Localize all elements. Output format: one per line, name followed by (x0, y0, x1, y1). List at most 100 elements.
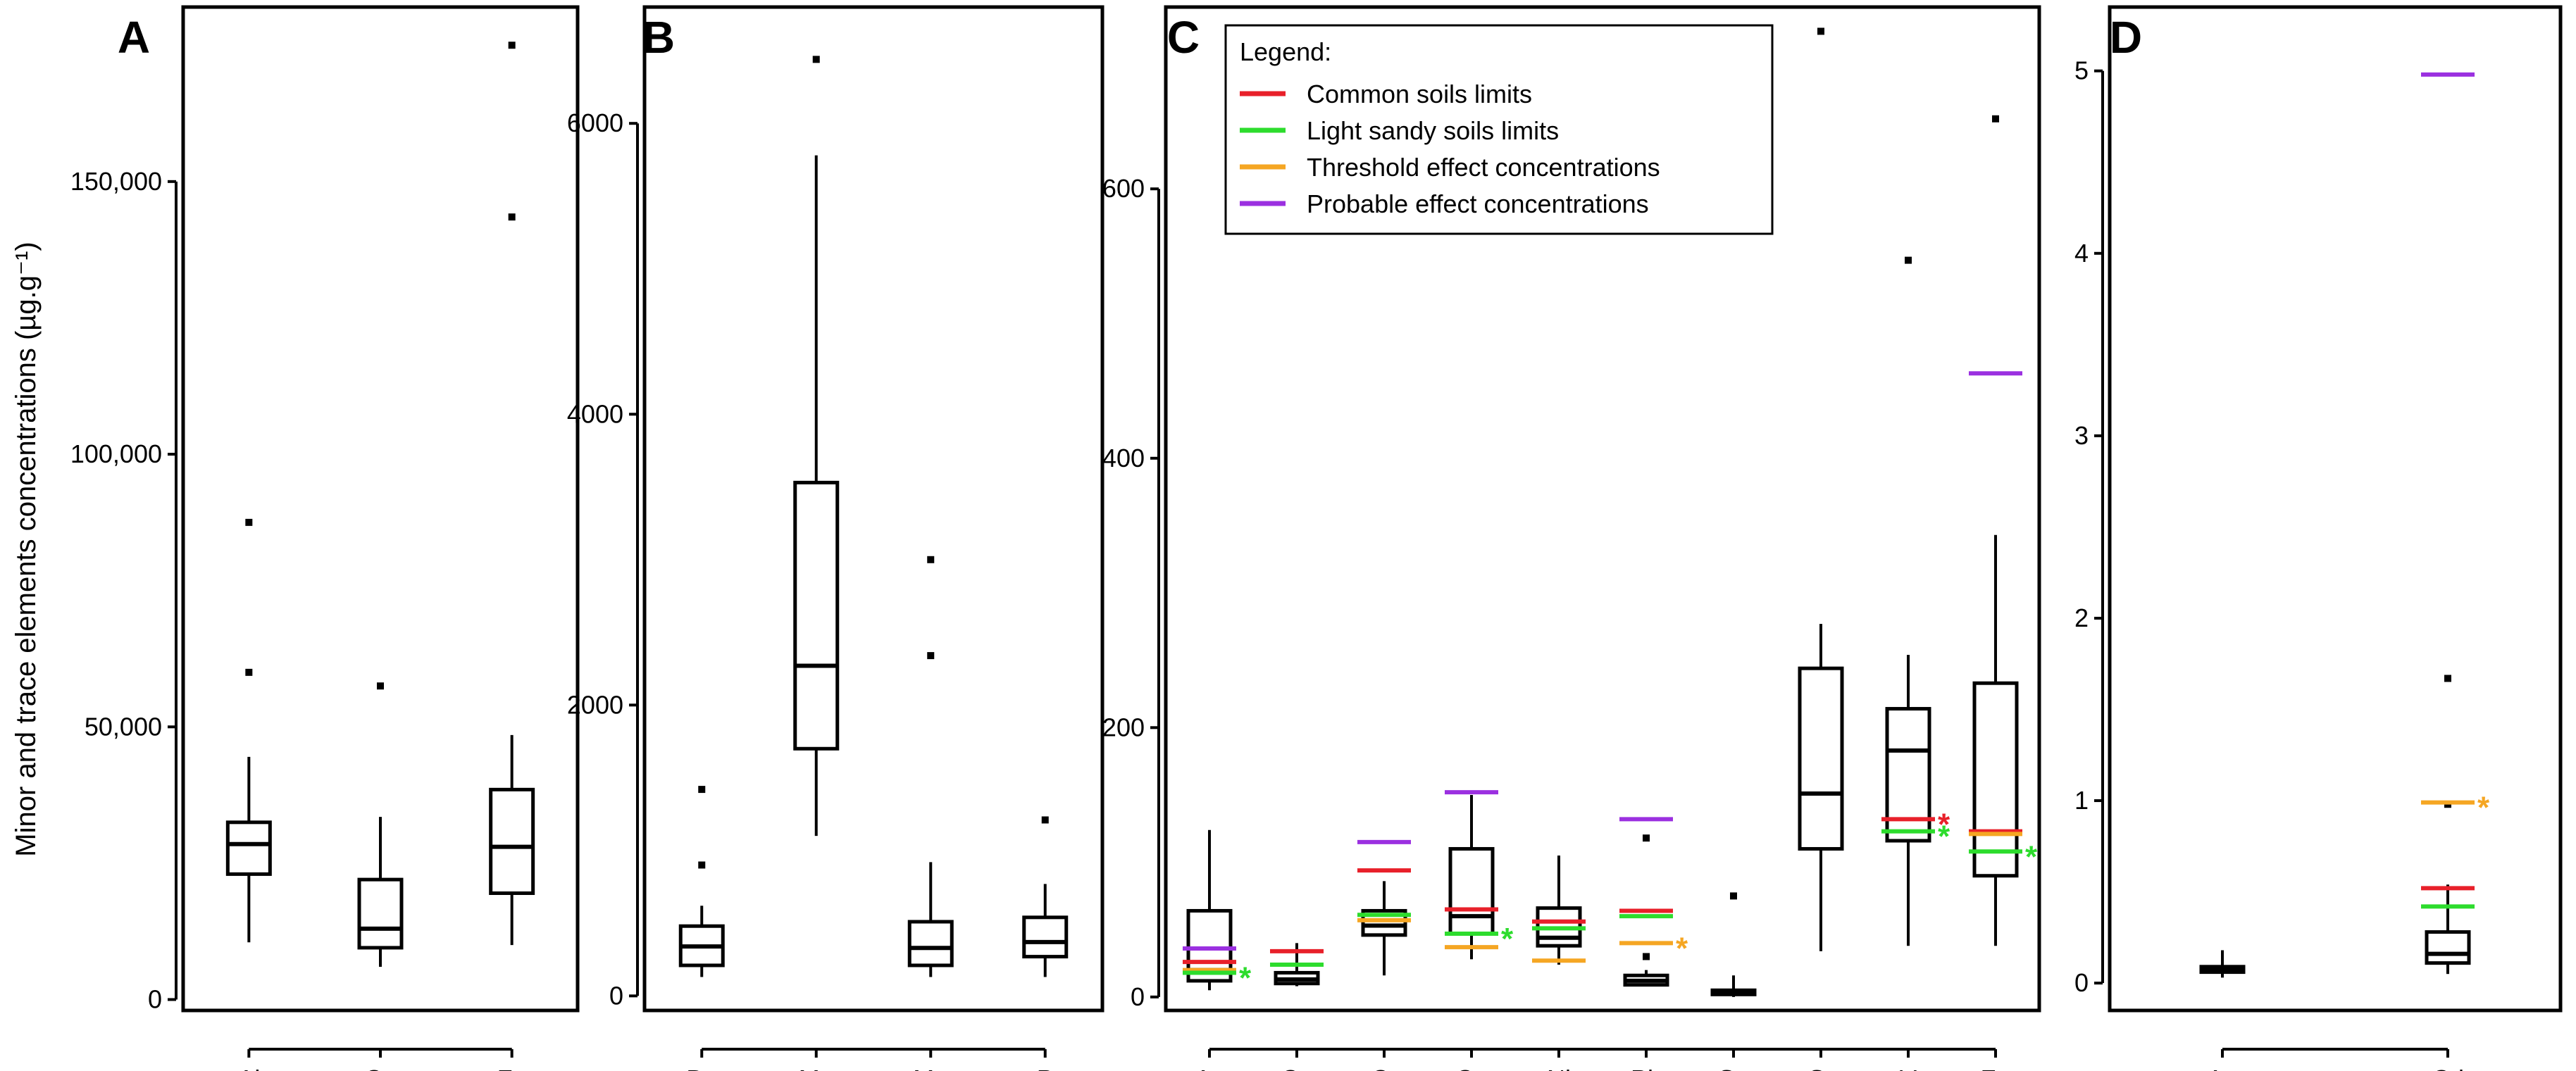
outlier-point (1041, 816, 1049, 824)
x-tick-label: Pb (1631, 1065, 1662, 1071)
box-iqr (1798, 666, 1844, 851)
panel-frame (642, 5, 1105, 1013)
outlier-point (927, 652, 935, 660)
legend-item-label: Light sandy soils limits (1307, 116, 1559, 145)
y-tick-label: 2 (2074, 603, 2089, 632)
x-tick-label: Cr (1371, 1065, 1398, 1071)
y-tick-label: 150,000 (70, 167, 162, 196)
x-tick-label: Ni (1547, 1065, 1571, 1071)
box-Pb (1623, 834, 1669, 987)
box-Mn (907, 556, 954, 977)
x-tick-label: Ca (364, 1065, 397, 1071)
box-Ag (2199, 950, 2246, 978)
box-Co (1274, 943, 1320, 987)
asterisk-marker: * (1938, 820, 1950, 854)
x-tick-label: Fe (497, 1065, 527, 1071)
outlier-point (245, 518, 253, 526)
outlier-point (698, 786, 706, 794)
panel-frame (2108, 5, 2563, 1013)
y-tick-label: 0 (148, 985, 162, 1014)
y-tick-label: 0 (609, 981, 623, 1010)
y-tick-label: 0 (2074, 968, 2089, 997)
y-tick-label: 600 (1102, 174, 1145, 203)
box-iqr (357, 877, 404, 950)
asterisk-marker: * (1501, 922, 1514, 956)
panel-label: A (118, 12, 150, 63)
x-tick-label: Se (1718, 1065, 1749, 1071)
x-tick-label: P (1037, 1065, 1054, 1071)
outlier-point (1992, 115, 1999, 123)
outlier-point (1730, 892, 1737, 900)
panel-frame (181, 5, 580, 1013)
asterisk-marker: * (2477, 791, 2490, 825)
y-tick-label: 6000 (567, 108, 623, 137)
legend-item-label: Common soils limits (1307, 80, 1532, 108)
y-tick-label: 400 (1102, 444, 1145, 472)
asterisk-marker: * (1239, 960, 1252, 995)
x-tick-label: Mn (913, 1065, 948, 1071)
box-iqr (225, 820, 272, 876)
x-tick-label: Co (1281, 1065, 1313, 1071)
outlier-point (927, 556, 935, 563)
x-tick-label: Cu (1455, 1065, 1488, 1071)
box-iqr (489, 787, 535, 895)
box-Fe (489, 42, 535, 946)
box-iqr (907, 920, 954, 967)
box-Sr (1798, 27, 1844, 951)
box-iqr (1448, 846, 1495, 936)
panel-D: D 0 1 2 3 4 5 Ag Cd * (2074, 5, 2563, 1071)
legend: Legend: Common soils limits Light sandy s… (1224, 24, 1774, 235)
y-axis-title: Minor and trace elements concentrations … (11, 242, 42, 856)
x-tick-label: Mg (799, 1065, 834, 1071)
panel-C: C0200400600AsCoCrCuNiPbSeSrVZn****** (1102, 5, 2041, 1071)
y-tick-label: 0 (1131, 982, 1145, 1011)
box-iqr (1972, 681, 2019, 878)
box-iqr (1022, 915, 1069, 959)
x-tick-label: Ag (2207, 1065, 2238, 1071)
outlier-point (2444, 675, 2451, 682)
x-tick-label: Cd (2432, 1065, 2464, 1071)
x-tick-label: Al (237, 1065, 260, 1071)
x-tick-label: Zn (1981, 1065, 2010, 1071)
y-tick-label: 1 (2074, 786, 2089, 815)
x-tick-label: Sr (1808, 1065, 1834, 1071)
y-tick-label: 5 (2074, 56, 2089, 85)
box-Cu (1448, 794, 1495, 960)
box-P (1022, 816, 1069, 977)
box-Al (225, 518, 272, 943)
legend-box (1224, 24, 1774, 235)
x-tick-label: As (1195, 1065, 1224, 1071)
panel-label: B (642, 12, 675, 63)
box-iqr (793, 480, 840, 751)
outlier-point (698, 861, 706, 869)
box-Se (1710, 892, 1757, 997)
panel-A: A 0 50,000 100,000 150,000 Al Ca Fe (70, 5, 580, 1071)
box-iqr (2425, 930, 2471, 965)
y-tick-label: 4 (2074, 239, 2089, 268)
outlier-point (1643, 953, 1650, 960)
panel-label: C (1167, 12, 1200, 63)
x-tick-label: Ba (686, 1065, 718, 1071)
y-tick-label: 200 (1102, 713, 1145, 741)
panel-frame (1164, 5, 2041, 1013)
outlier-point (1817, 27, 1824, 35)
y-tick-label: 4000 (567, 399, 623, 428)
legend-item-label: Threshold effect concentrations (1307, 153, 1660, 182)
panel-label: D (2110, 12, 2142, 63)
asterisk-marker: * (2025, 839, 2038, 874)
legend-item-label: Probable effect concentrations (1307, 189, 1649, 218)
box-Mg (793, 56, 840, 837)
y-tick-label: 100,000 (70, 439, 162, 468)
panel-B: B 0 2000 4000 6000 Ba Mg Mn P (567, 5, 1105, 1071)
outlier-point (812, 56, 820, 63)
y-tick-label: 2000 (567, 690, 623, 719)
outlier-point (1643, 834, 1650, 842)
outlier-point (377, 682, 384, 690)
y-tick-label: 50,000 (85, 712, 162, 741)
legend-title: Legend: (1240, 37, 1331, 66)
y-tick-label: 3 (2074, 421, 2089, 450)
outlier-point (508, 42, 516, 49)
asterisk-marker: * (1676, 931, 1688, 965)
asterisk-marker: * (1938, 807, 1950, 841)
